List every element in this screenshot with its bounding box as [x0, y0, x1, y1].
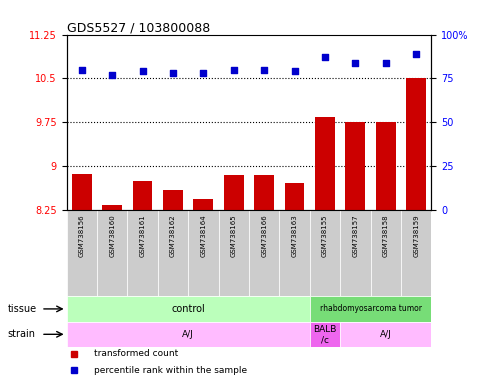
Bar	[102, 205, 122, 210]
Text: GSM738165: GSM738165	[231, 215, 237, 257]
Bar	[340, 210, 371, 296]
Bar	[188, 210, 218, 296]
Text: GSM738162: GSM738162	[170, 215, 176, 257]
Point	[199, 70, 208, 76]
Bar	[224, 175, 244, 210]
Text: GSM738156: GSM738156	[79, 215, 85, 257]
Text: GDS5527 / 103800088: GDS5527 / 103800088	[67, 22, 210, 35]
Text: transformed count: transformed count	[94, 349, 178, 358]
Bar	[284, 183, 305, 210]
Point	[169, 70, 177, 76]
Bar	[310, 296, 431, 322]
Bar	[163, 190, 183, 210]
Text: GSM738157: GSM738157	[352, 215, 358, 257]
Text: control: control	[171, 304, 205, 314]
Text: tissue: tissue	[7, 304, 36, 314]
Bar	[310, 322, 340, 347]
Bar	[193, 199, 213, 210]
Text: GSM738158: GSM738158	[383, 215, 389, 257]
Bar	[254, 175, 274, 210]
Bar	[67, 322, 310, 347]
Bar	[67, 296, 310, 322]
Bar	[127, 210, 158, 296]
Point	[321, 54, 329, 60]
Bar	[280, 210, 310, 296]
Text: GSM738164: GSM738164	[200, 215, 207, 257]
Text: GSM738160: GSM738160	[109, 215, 115, 257]
Text: BALB
/c: BALB /c	[313, 324, 337, 344]
Point	[139, 68, 146, 74]
Bar	[406, 78, 426, 210]
Point	[260, 67, 268, 73]
Bar	[218, 210, 249, 296]
Bar	[67, 210, 97, 296]
Bar	[133, 181, 152, 210]
Text: GSM738159: GSM738159	[413, 215, 419, 257]
Bar	[376, 122, 396, 210]
Bar	[249, 210, 280, 296]
Point	[382, 60, 389, 66]
Text: A/J: A/J	[380, 330, 391, 339]
Bar	[158, 210, 188, 296]
Text: rhabdomyosarcoma tumor: rhabdomyosarcoma tumor	[319, 305, 422, 313]
Text: GSM738155: GSM738155	[322, 215, 328, 257]
Bar	[315, 117, 335, 210]
Bar	[346, 122, 365, 210]
Bar	[340, 322, 431, 347]
Bar	[97, 210, 127, 296]
Text: GSM738166: GSM738166	[261, 215, 267, 257]
Text: GSM738163: GSM738163	[291, 215, 298, 257]
Point	[352, 60, 359, 66]
Text: percentile rank within the sample: percentile rank within the sample	[94, 366, 247, 375]
Point	[230, 67, 238, 73]
Point	[108, 72, 116, 78]
Text: strain: strain	[7, 329, 35, 339]
Text: GSM738161: GSM738161	[140, 215, 145, 257]
Text: A/J: A/J	[182, 330, 194, 339]
Bar	[72, 174, 92, 210]
Point	[78, 67, 86, 73]
Bar	[371, 210, 401, 296]
Point	[412, 51, 420, 57]
Bar	[310, 210, 340, 296]
Bar	[401, 210, 431, 296]
Point	[291, 68, 299, 74]
